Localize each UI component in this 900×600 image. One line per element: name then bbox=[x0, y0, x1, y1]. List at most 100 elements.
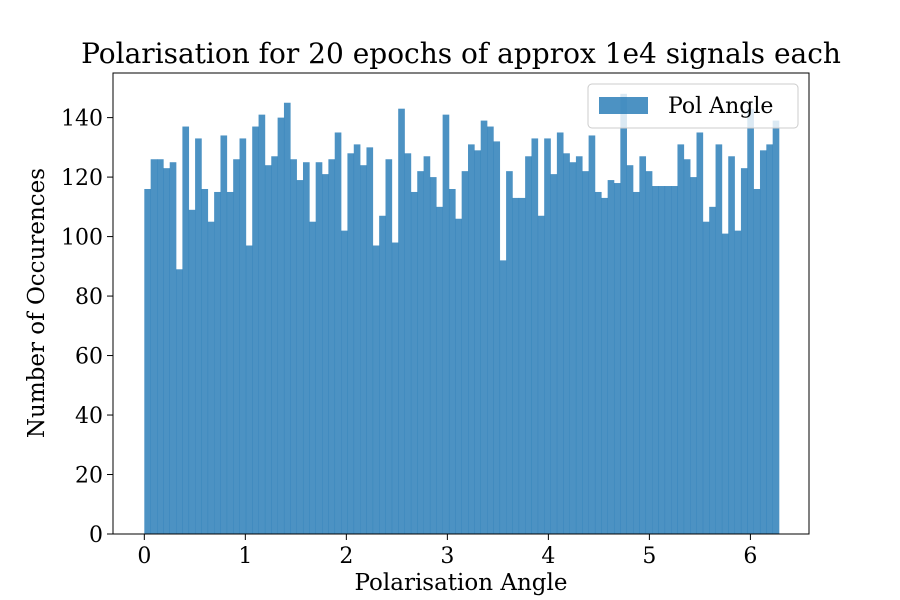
chart-title: Polarisation for 20 epochs of approx 1e4… bbox=[81, 37, 841, 70]
y-tick-label: 40 bbox=[75, 404, 103, 429]
histogram-bar bbox=[728, 156, 735, 535]
plot-area-frame bbox=[112, 72, 810, 535]
histogram-bar bbox=[207, 221, 215, 535]
histogram-bar bbox=[766, 144, 773, 534]
histogram-bar bbox=[468, 144, 475, 534]
histogram-bar bbox=[569, 162, 577, 534]
legend-label-pol-angle: Pol Angle bbox=[668, 94, 773, 119]
histogram-bar bbox=[582, 171, 589, 535]
y-tick-label: 100 bbox=[61, 226, 103, 251]
histogram-bar bbox=[296, 180, 304, 534]
y-tick-label: 20 bbox=[75, 464, 103, 489]
histogram-bar bbox=[341, 230, 348, 534]
x-tick-label: 4 bbox=[541, 544, 555, 569]
y-tick-label: 60 bbox=[75, 345, 103, 370]
histogram-bar bbox=[487, 126, 494, 534]
histogram-bar bbox=[499, 260, 507, 534]
histogram-bar bbox=[214, 191, 221, 534]
histogram-bar bbox=[157, 159, 164, 534]
histogram-bar bbox=[474, 150, 482, 534]
histogram-bar bbox=[169, 162, 177, 534]
histogram-bar bbox=[290, 159, 297, 534]
histogram-bar bbox=[322, 174, 329, 535]
histogram-bar bbox=[233, 159, 240, 534]
histogram-bar bbox=[195, 138, 202, 534]
histogram-bar bbox=[740, 168, 748, 534]
histogram-bar bbox=[226, 191, 234, 534]
histogram-bar bbox=[239, 138, 247, 534]
histogram-bar bbox=[442, 114, 450, 535]
histogram-bar bbox=[613, 183, 621, 534]
histogram-bar bbox=[163, 168, 171, 534]
histogram-bar bbox=[518, 197, 526, 534]
histogram-bar bbox=[620, 93, 627, 535]
histogram-bar bbox=[455, 218, 462, 535]
histogram-bar bbox=[645, 171, 653, 535]
histogram-bar bbox=[176, 269, 183, 534]
histogram-bar bbox=[575, 156, 583, 535]
histogram-bar bbox=[480, 120, 488, 534]
histogram-bar bbox=[753, 188, 761, 535]
histogram-bar bbox=[525, 156, 532, 535]
histogram-bar bbox=[144, 188, 151, 535]
histogram-bar bbox=[709, 206, 716, 534]
histogram-bar bbox=[506, 171, 513, 535]
histogram-bar bbox=[702, 221, 710, 535]
x-tick-label: 6 bbox=[743, 544, 757, 569]
x-axis-label: Polarisation Angle bbox=[354, 570, 567, 596]
histogram-bar bbox=[315, 162, 323, 534]
y-axis-label: Number of Occurences bbox=[24, 168, 50, 438]
histogram-bar bbox=[747, 108, 754, 535]
histogram-bar bbox=[309, 221, 316, 535]
histogram-bar bbox=[188, 209, 196, 534]
histogram-bar bbox=[588, 135, 596, 534]
histogram-bar bbox=[601, 197, 608, 534]
histogram-bar bbox=[563, 153, 570, 534]
histogram-bar bbox=[556, 132, 564, 534]
legend-box bbox=[587, 83, 799, 129]
histogram-bar bbox=[328, 159, 336, 534]
y-tick-label: 120 bbox=[61, 166, 103, 191]
histogram-bar bbox=[658, 186, 666, 534]
histogram-bar bbox=[461, 171, 469, 535]
histogram-bar bbox=[671, 186, 678, 534]
histogram-bar bbox=[252, 126, 259, 534]
bars-layer bbox=[144, 93, 780, 535]
x-axis-ticks: 0 1 2 3 4 5 6 bbox=[137, 534, 757, 569]
histogram-bar bbox=[690, 177, 697, 534]
histogram-bar bbox=[366, 147, 374, 534]
histogram-bar bbox=[404, 153, 412, 534]
x-tick-label: 0 bbox=[137, 544, 151, 569]
y-tick-label: 80 bbox=[75, 285, 103, 310]
histogram-bar bbox=[271, 156, 278, 535]
histogram-bar bbox=[385, 159, 393, 534]
histogram-bar bbox=[639, 156, 647, 535]
histogram-bar bbox=[398, 108, 405, 535]
legend-swatch-pol-angle bbox=[599, 97, 648, 114]
histogram-bar bbox=[423, 156, 431, 535]
legend: Pol Angle bbox=[587, 83, 799, 129]
histogram-bar bbox=[633, 191, 640, 534]
histogram-bar bbox=[772, 120, 780, 534]
histogram-bar bbox=[410, 191, 418, 534]
histogram-bar bbox=[715, 144, 723, 534]
x-tick-label: 2 bbox=[339, 544, 353, 569]
histogram-bar bbox=[245, 245, 253, 534]
y-tick-label: 140 bbox=[61, 107, 103, 132]
histogram-bar bbox=[550, 174, 558, 535]
histogram-bar bbox=[283, 102, 291, 534]
x-tick-label: 3 bbox=[440, 544, 454, 569]
histogram-bar bbox=[493, 141, 501, 535]
histogram-bar bbox=[537, 215, 545, 534]
histogram-bar bbox=[258, 114, 266, 535]
histogram-bar bbox=[334, 132, 342, 534]
histogram-bar bbox=[677, 144, 685, 534]
histogram-bar bbox=[360, 165, 367, 534]
histogram-bar bbox=[734, 230, 742, 534]
histogram-bar bbox=[264, 165, 272, 534]
histogram-bar bbox=[436, 206, 443, 534]
histogram-bar bbox=[429, 177, 437, 534]
y-axis-ticks: 0 20 40 60 80 100 120 140 bbox=[61, 107, 113, 548]
histogram-bar bbox=[372, 245, 380, 534]
